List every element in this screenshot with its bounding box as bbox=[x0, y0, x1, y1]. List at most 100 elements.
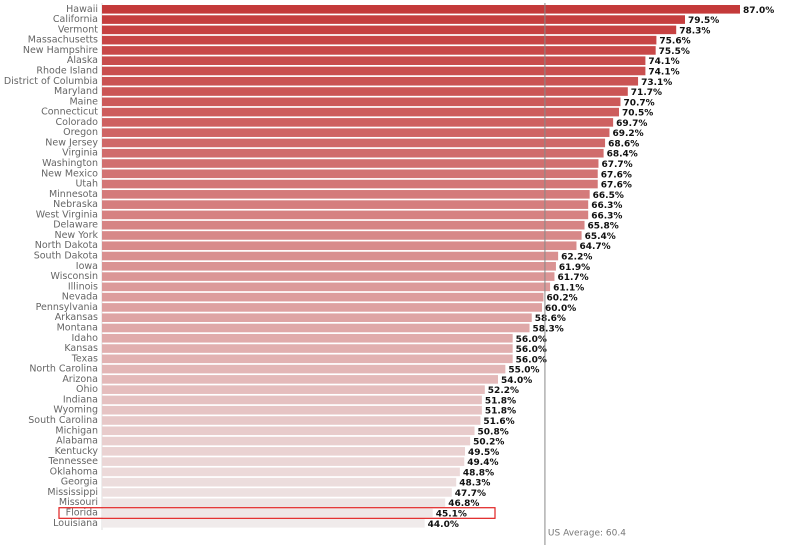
bar bbox=[102, 405, 482, 415]
bar bbox=[102, 241, 577, 251]
bar bbox=[102, 436, 471, 446]
value-label: 78.3% bbox=[679, 26, 710, 36]
category-label: Oregon bbox=[63, 127, 98, 138]
category-label: Illinois bbox=[68, 281, 98, 292]
bar bbox=[102, 467, 460, 477]
value-label: 51.6% bbox=[483, 417, 514, 427]
value-label: 67.6% bbox=[601, 170, 632, 180]
category-label: Michigan bbox=[55, 425, 98, 436]
value-label: 47.7% bbox=[455, 489, 486, 499]
bar bbox=[102, 210, 589, 220]
value-label: 44.0% bbox=[428, 520, 459, 530]
category-label: Oklahoma bbox=[50, 466, 98, 477]
value-label: 56.0% bbox=[516, 335, 547, 345]
category-label: Alaska bbox=[67, 55, 98, 66]
bar bbox=[102, 364, 506, 374]
bar bbox=[102, 354, 513, 364]
bar bbox=[102, 76, 639, 86]
bar bbox=[102, 87, 628, 96]
value-label: 68.4% bbox=[607, 150, 638, 160]
bar bbox=[102, 35, 657, 45]
bar bbox=[102, 25, 677, 35]
category-label: Alabama bbox=[56, 436, 98, 447]
bar bbox=[102, 97, 621, 107]
category-label: South Carolina bbox=[28, 415, 98, 426]
bar bbox=[102, 477, 457, 487]
category-label: Washington bbox=[42, 158, 98, 169]
value-label: 52.2% bbox=[488, 386, 519, 396]
category-label: Indiana bbox=[63, 394, 98, 405]
value-label: 73.1% bbox=[641, 78, 672, 88]
category-label: California bbox=[53, 14, 98, 25]
value-label: 58.3% bbox=[533, 324, 564, 334]
value-label: 48.8% bbox=[463, 468, 494, 478]
value-label: 66.3% bbox=[591, 201, 622, 211]
value-label: 79.5% bbox=[688, 16, 719, 26]
highlight-box bbox=[58, 507, 496, 519]
category-label: Montana bbox=[57, 322, 98, 333]
value-label: 61.7% bbox=[557, 273, 588, 283]
bar bbox=[102, 333, 513, 343]
value-label: 67.6% bbox=[601, 181, 632, 191]
category-label: Utah bbox=[75, 179, 98, 190]
category-label: South Dakota bbox=[34, 251, 98, 262]
category-label: Minnesota bbox=[49, 189, 98, 200]
value-label: 74.1% bbox=[648, 57, 679, 67]
value-label: 61.9% bbox=[559, 263, 590, 273]
bar bbox=[102, 220, 585, 230]
bar bbox=[102, 179, 598, 189]
bar bbox=[102, 128, 610, 137]
value-label: 50.8% bbox=[478, 427, 509, 437]
value-label: 71.7% bbox=[631, 88, 662, 98]
category-label: Hawaii bbox=[66, 4, 98, 15]
category-label: Idaho bbox=[72, 333, 99, 344]
bar bbox=[102, 344, 513, 353]
bar bbox=[102, 416, 481, 425]
category-label: Georgia bbox=[61, 477, 98, 488]
bar bbox=[102, 169, 598, 179]
value-label: 67.7% bbox=[601, 160, 632, 170]
reference-label: US Average: 60.4 bbox=[548, 529, 626, 539]
value-label: 64.7% bbox=[579, 242, 610, 252]
value-label: 50.2% bbox=[473, 438, 504, 448]
bar bbox=[102, 66, 646, 76]
value-label: 48.3% bbox=[459, 479, 490, 489]
bar bbox=[102, 457, 465, 466]
category-label: New Mexico bbox=[41, 168, 98, 179]
value-label: 45.1% bbox=[436, 510, 467, 520]
category-label: New Jersey bbox=[45, 137, 98, 148]
bar bbox=[102, 56, 646, 65]
category-label: Texas bbox=[71, 353, 98, 364]
value-label: 70.7% bbox=[623, 98, 654, 108]
value-label: 61.1% bbox=[553, 283, 584, 293]
category-label: Florida bbox=[66, 508, 98, 519]
value-label: 87.0% bbox=[743, 6, 774, 16]
value-label: 68.6% bbox=[608, 139, 639, 149]
category-label: North Carolina bbox=[29, 364, 98, 375]
value-label: 49.5% bbox=[468, 448, 499, 458]
category-label: Arkansas bbox=[55, 312, 98, 323]
value-label: 74.1% bbox=[648, 67, 679, 77]
category-label: Mississippi bbox=[47, 487, 98, 498]
bar bbox=[102, 447, 465, 456]
category-label: Pennsylvania bbox=[36, 302, 98, 313]
category-label: Colorado bbox=[56, 117, 99, 128]
value-label: 54.0% bbox=[501, 376, 532, 386]
category-label: District of Columbia bbox=[4, 76, 98, 87]
value-label: 70.5% bbox=[622, 109, 653, 119]
bar bbox=[102, 148, 604, 158]
category-label: New Hampshire bbox=[23, 45, 98, 56]
category-label: Kentucky bbox=[55, 446, 99, 457]
category-label: New York bbox=[54, 230, 98, 241]
value-label: 65.8% bbox=[588, 222, 619, 232]
value-label: 69.7% bbox=[616, 119, 647, 129]
category-label: Kansas bbox=[64, 343, 98, 354]
category-label: Virginia bbox=[62, 148, 98, 159]
bar bbox=[102, 251, 559, 261]
value-label: 56.0% bbox=[516, 355, 547, 365]
category-label: Nebraska bbox=[53, 199, 98, 210]
bar bbox=[102, 118, 614, 127]
value-label: 69.2% bbox=[612, 129, 643, 139]
bar bbox=[102, 303, 542, 312]
